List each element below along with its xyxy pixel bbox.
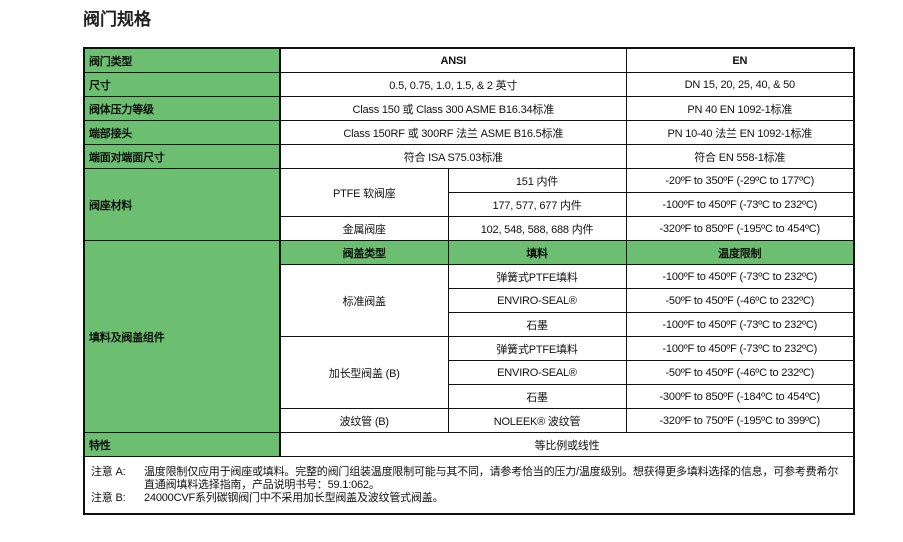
cell: 0.5, 0.75, 1.0, 1.5, & 2 英寸 — [279, 72, 627, 97]
table-row: 阀座材料 PTFE 软阀座 151 内件 -20ºF to 350ºF (-29… — [83, 168, 855, 241]
subheader: 温度限制 — [625, 240, 855, 265]
table-row: 尺寸 0.5, 0.75, 1.0, 1.5, & 2 英寸 DN 15, 20… — [83, 72, 855, 97]
table-row: ENVIRO-SEAL® -50ºF to 450ºF (-46ºC to 23… — [84, 360, 855, 385]
cell: -100ºF to 450ºF (-73ºC to 232ºC) — [625, 336, 855, 361]
table-row: 端部接头 Class 150RF 或 300RF 法兰 ASME B16.5标准… — [83, 120, 855, 145]
cell: PTFE 软阀座 — [279, 168, 449, 217]
cell: -100ºF to 450ºF (-73ºC to 232ºC) — [625, 312, 855, 337]
valve-spec-table: 阀门类型 ANSI EN 尺寸 0.5, 0.75, 1.0, 1.5, & 2… — [83, 47, 856, 515]
note-a: 注意 A: 温度限制仅应用于阀座或填料。完整的阀门组装温度限制可能与其不同，请参… — [91, 466, 847, 492]
note-key: 注意 A: — [91, 465, 126, 478]
cell: 金属阀座 — [279, 216, 449, 241]
table-row: 端面对端面尺寸 符合 ISA S75.03标准 符合 EN 558-1标准 — [83, 144, 855, 169]
cell: ENVIRO-SEAL® — [447, 360, 627, 385]
row-label: 阀门类型 — [83, 47, 281, 73]
cell: -300ºF to 850ºF (-184ºC to 454ºC) — [625, 384, 855, 409]
notes: 注意 A: 温度限制仅应用于阀座或填料。完整的阀门组装温度限制可能与其不同，请参… — [83, 456, 855, 515]
table-row: 标准阀盖 弹簧式PTFE填料 -100ºF to 450ºF (-73ºC to… — [84, 264, 855, 337]
page-title: 阀门规格 — [83, 10, 151, 29]
cell: 波纹管 (B) — [279, 408, 449, 433]
table-row-header: 阀门类型 ANSI EN — [83, 47, 855, 73]
row-label: 阀座材料 — [83, 168, 281, 241]
cell: 151 内件 — [447, 168, 627, 193]
cell: NOLEEK® 波纹管 — [447, 408, 627, 433]
cell: -320ºF to 850ºF (-195ºC to 454ºC) — [625, 216, 855, 241]
cell: 符合 EN 558-1标准 — [625, 144, 855, 169]
cell: -320ºF to 750ºF (-195ºC to 399ºC) — [625, 408, 855, 433]
cell: -50ºF to 450ºF (-46ºC to 232ºC) — [625, 288, 855, 313]
cell: Class 150 或 Class 300 ASME B16.34标准 — [279, 96, 627, 121]
cell: 标准阀盖 — [279, 264, 449, 337]
table-row: 填料及阀盖组件 阀盖类型 填料 温度限制 — [83, 240, 855, 433]
row-label: 填料及阀盖组件 — [83, 240, 281, 433]
cell: -100ºF to 450ºF (-73ºC to 232ºC) — [625, 192, 855, 217]
subheader: 填料 — [447, 240, 627, 265]
col-en: EN — [625, 47, 855, 73]
table-row: 特性 等比例或线性 — [83, 432, 855, 457]
table-row: 加长型阀盖 (B) 弹簧式PTFE填料 -100ºF to 450ºF (-73… — [84, 336, 855, 409]
cell: -100ºF to 450ºF (-73ºC to 232ºC) — [625, 264, 855, 289]
table-row: 石墨 -300ºF to 850ºF (-184ºC to 454ºC) — [84, 384, 855, 409]
row-label: 阀体压力等级 — [83, 96, 281, 121]
col-ansi: ANSI — [279, 47, 627, 73]
table-row: 波纹管 (B) NOLEEK® 波纹管 -320ºF to 750ºF (-19… — [84, 408, 855, 433]
table-row: 金属阀座 102, 548, 588, 688 内件 -320ºF to 850… — [84, 216, 855, 241]
cell: 石墨 — [447, 384, 627, 409]
cell: DN 15, 20, 25, 40, & 50 — [625, 72, 855, 97]
note-text: 温度限制仅应用于阀座或填料。完整的阀门组装温度限制可能与其不同，请参考恰当的压力… — [144, 465, 839, 491]
row-label: 特性 — [83, 432, 281, 457]
row-label: 端面对端面尺寸 — [83, 144, 281, 169]
cell: 弹簧式PTFE填料 — [447, 336, 627, 361]
cell: 石墨 — [447, 312, 627, 337]
cell: 102, 548, 588, 688 内件 — [447, 216, 627, 241]
cell: Class 150RF 或 300RF 法兰 ASME B16.5标准 — [279, 120, 627, 145]
cell: PN 40 EN 1092-1标准 — [625, 96, 855, 121]
table-row: 石墨 -100ºF to 450ºF (-73ºC to 232ºC) — [84, 312, 855, 337]
table-row: 阀体压力等级 Class 150 或 Class 300 ASME B16.34… — [83, 96, 855, 121]
cell: -50ºF to 450ºF (-46ºC to 232ºC) — [625, 360, 855, 385]
note-text: 24000CVF系列碳钢阀门中不采用加长型阀盖及波纹管式阀盖。 — [144, 491, 444, 504]
cell: 符合 ISA S75.03标准 — [279, 144, 627, 169]
subheader: 阀盖类型 — [279, 240, 449, 265]
note-b: 注意 B: 24000CVF系列碳钢阀门中不采用加长型阀盖及波纹管式阀盖。 — [91, 492, 847, 505]
row-label: 尺寸 — [83, 72, 281, 97]
cell: ENVIRO-SEAL® — [447, 288, 627, 313]
notes-row: 注意 A: 温度限制仅应用于阀座或填料。完整的阀门组装温度限制可能与其不同，请参… — [83, 456, 855, 515]
note-key: 注意 B: — [91, 491, 126, 504]
cell: 弹簧式PTFE填料 — [447, 264, 627, 289]
table-row: ENVIRO-SEAL® -50ºF to 450ºF (-46ºC to 23… — [84, 288, 855, 313]
cell: 177, 577, 677 内件 — [447, 192, 627, 217]
row-label: 端部接头 — [83, 120, 281, 145]
cell: PN 10-40 法兰 EN 1092-1标准 — [625, 120, 855, 145]
cell: -20ºF to 350ºF (-29ºC to 177ºC) — [625, 168, 855, 193]
table-row: 177, 577, 677 内件 -100ºF to 450ºF (-73ºC … — [84, 192, 855, 217]
cell: 加长型阀盖 (B) — [279, 336, 449, 409]
cell: 等比例或线性 — [279, 432, 855, 457]
